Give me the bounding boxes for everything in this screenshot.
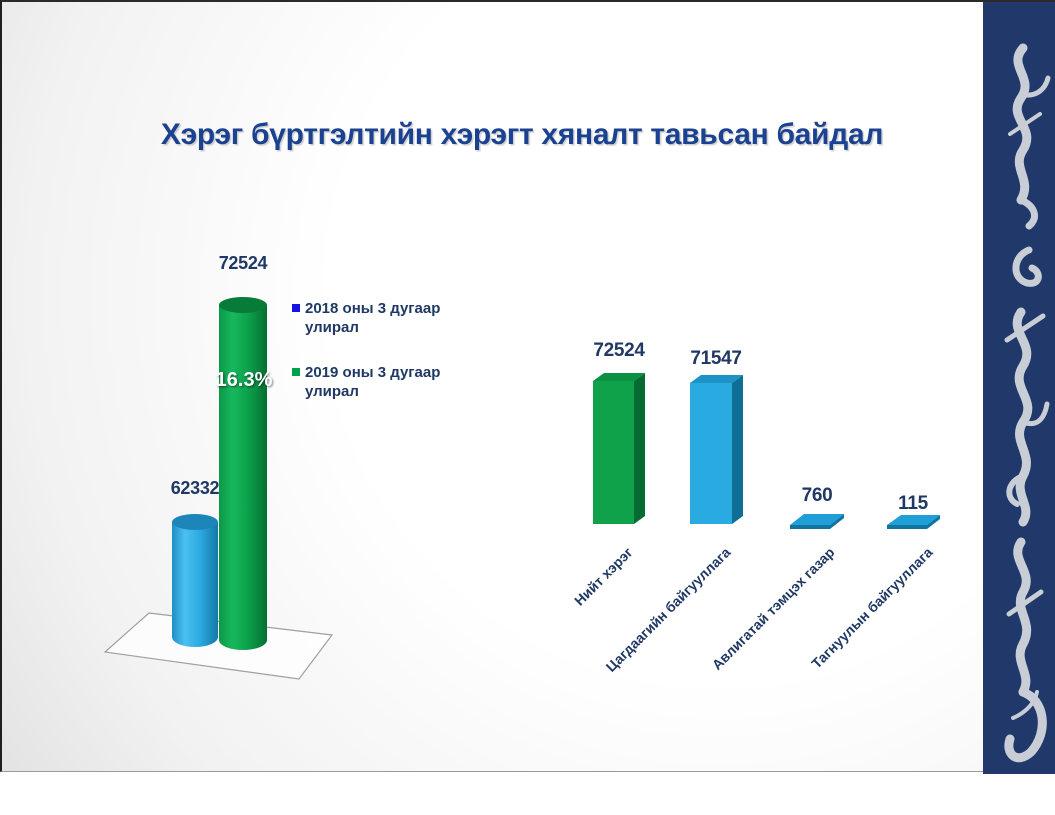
legend-swatch-2019 bbox=[292, 368, 300, 376]
value-label-tsagdaa: 71547 bbox=[690, 348, 742, 369]
right-bar-chart: 72524 71547 760 115 Нийт хэрэг Цагдаагий… bbox=[482, 332, 992, 732]
legend-label-2018: 2018 оны 3 дугаар улирал bbox=[305, 300, 441, 336]
cylinder-bar-2018[interactable] bbox=[172, 514, 218, 647]
bar-avligatai[interactable] bbox=[790, 514, 844, 529]
mongolian-script-stripe bbox=[983, 2, 1055, 774]
growth-percent-label: 16.3% bbox=[215, 369, 273, 391]
left-cylinder-chart: 62332 72524 16.3% 2018 оны 3 дугаар улир… bbox=[97, 242, 467, 712]
value-label-avligatai: 760 bbox=[801, 485, 833, 506]
legend-item-2018[interactable]: 2018 оны 3 дугаар улирал bbox=[292, 299, 462, 337]
slide: Хэрэг бүртгэлтийн хэрэгт хяналт тавьсан … bbox=[0, 0, 1055, 774]
value-label-niit: 72524 bbox=[593, 340, 645, 361]
value-label-tagnuulyn: 115 bbox=[898, 493, 928, 514]
bars-canvas bbox=[593, 373, 940, 529]
legend-swatch-2018 bbox=[292, 304, 300, 312]
cylinder-body bbox=[172, 522, 218, 647]
category-label-niit: Нийт хэрэг bbox=[570, 544, 636, 609]
chart-legend: 2018 оны 3 дугаар улирал 2019 оны 3 дуга… bbox=[292, 299, 462, 427]
legend-label-2019: 2019 оны 3 дугаар улирал bbox=[305, 364, 441, 400]
cylinder-cap bbox=[172, 514, 218, 530]
bar-tsagdaagiin[interactable] bbox=[690, 375, 743, 524]
value-label-2019: 72524 bbox=[218, 253, 268, 273]
bar-tagnuulyn[interactable] bbox=[887, 515, 940, 529]
bar-niit-khereg[interactable] bbox=[593, 373, 645, 524]
value-label-2018: 62332 bbox=[170, 478, 220, 498]
chart-floor bbox=[103, 612, 334, 680]
mongolian-script-calligraphy bbox=[1004, 43, 1051, 763]
cylinder-cap bbox=[219, 297, 267, 313]
cylinder-body bbox=[219, 305, 267, 650]
cylinder-bar-2019[interactable] bbox=[219, 297, 267, 650]
slide-title: Хэрэг бүртгэлтийн хэрэгт хяналт тавьсан … bbox=[160, 118, 884, 151]
legend-item-2019[interactable]: 2019 оны 3 дугаар улирал bbox=[292, 363, 462, 401]
